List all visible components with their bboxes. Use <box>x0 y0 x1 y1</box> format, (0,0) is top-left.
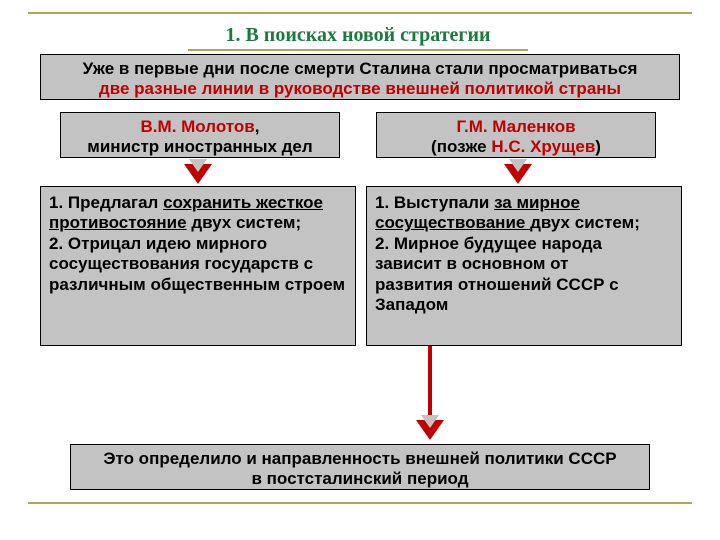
points-right-2b: развития отношений СССР с Западом <box>375 275 619 314</box>
arrow-down-group <box>416 420 444 440</box>
points-right-1-pre: 1. Выступали <box>375 193 494 212</box>
points-right-box: 1. Выступали за мирное сосуществование д… <box>366 186 682 346</box>
person-right-name: Г.М. Маленков <box>456 117 575 136</box>
points-right-1-post: двух систем; <box>530 213 640 232</box>
person-left-box: В.М. Молотов, министр иностранных дел <box>60 112 340 158</box>
person-right-name2: Н.С. Хрущев <box>491 137 595 156</box>
arrow-right-group <box>504 164 532 184</box>
top-rule <box>28 12 692 14</box>
arrow-left-fill <box>189 159 207 172</box>
conclusion-line1: Это определило и направленность внешней … <box>103 449 616 468</box>
conclusion-line2: в постсталинский период <box>251 469 468 488</box>
arrow-left-group <box>184 164 212 184</box>
slide-title: 1. В поисках новой стратегии <box>188 24 528 51</box>
slide-root: 1. В поисках новой стратегии Уже в первы… <box>0 0 720 540</box>
person-left-comma: , <box>255 117 260 136</box>
arrow-down-fill <box>421 415 439 428</box>
intro-line2: две разные линии в руководстве внешней п… <box>99 79 621 98</box>
person-left-role: министр иностранных дел <box>87 137 312 156</box>
points-left-1-post: двух систем; <box>187 213 302 232</box>
points-left-1-pre: 1. Предлагал <box>49 193 163 212</box>
arrow-down-stem <box>428 346 432 426</box>
arrow-right-fill <box>509 159 527 172</box>
bottom-rule <box>28 502 692 504</box>
person-right-box: Г.М. Маленков (позже Н.С. Хрущев) <box>376 112 656 158</box>
points-left-2: 2. Отрицал идею мирного сосуществования … <box>49 234 345 294</box>
conclusion-box: Это определило и направленность внешней … <box>70 444 650 490</box>
person-left-name: В.М. Молотов <box>141 117 255 136</box>
intro-box: Уже в первые дни после смерти Сталина ст… <box>40 54 680 100</box>
person-right-paren-open: (позже <box>431 137 491 156</box>
intro-line1: Уже в первые дни после смерти Сталина ст… <box>83 59 638 78</box>
points-right-2: 2. Мирное будущее народа зависит в основ… <box>375 234 602 273</box>
person-right-paren-close: ) <box>595 137 601 156</box>
points-left-box: 1. Предлагал сохранить жесткое противост… <box>40 186 356 346</box>
